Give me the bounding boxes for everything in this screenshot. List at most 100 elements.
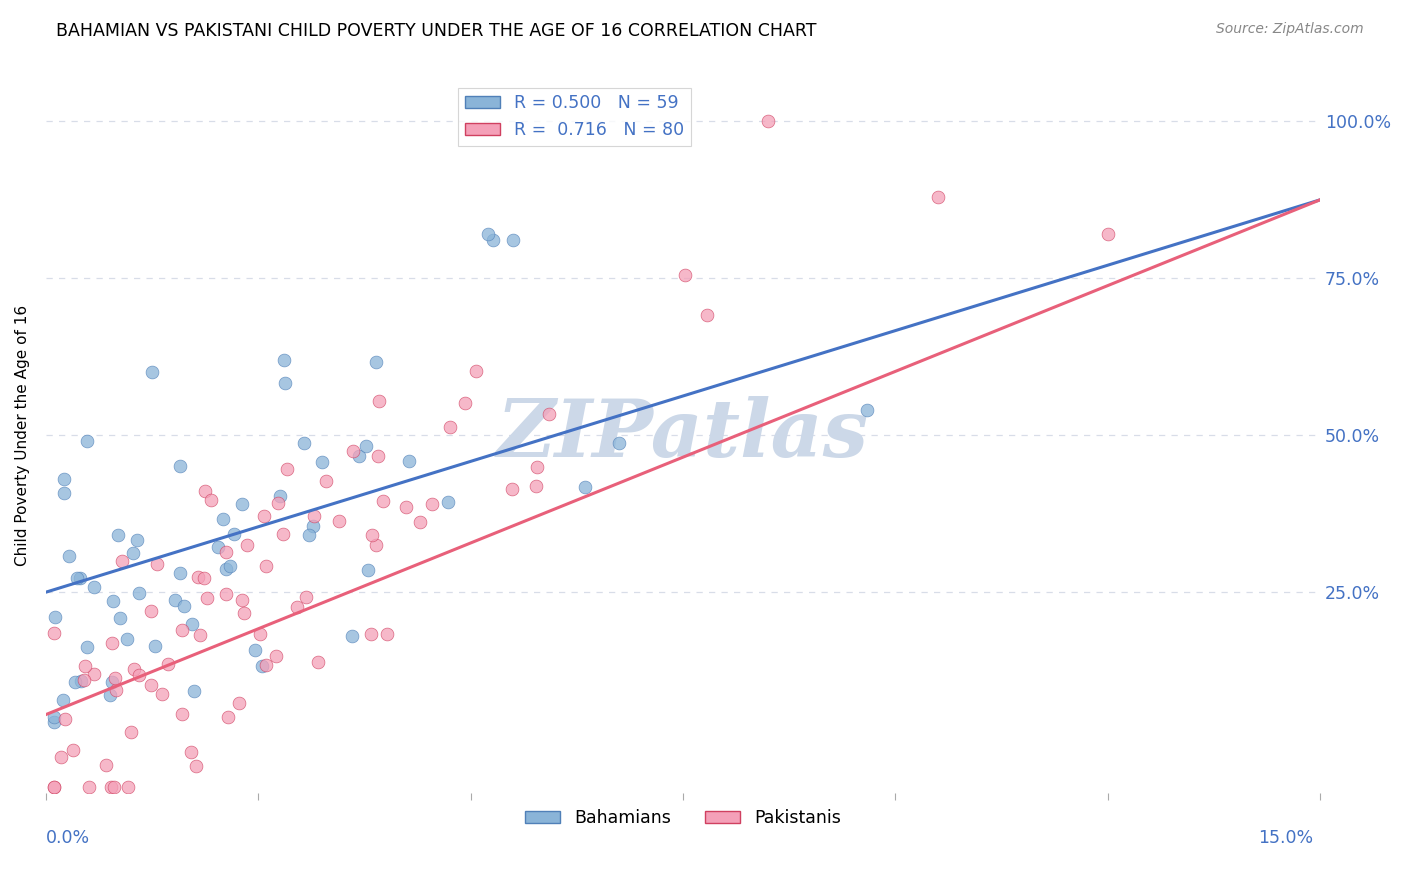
Point <box>420 497 443 511</box>
Point <box>194 484 217 499</box>
Point <box>315 474 337 488</box>
Point <box>855 403 877 417</box>
Point <box>96 757 118 772</box>
Point <box>276 461 298 475</box>
Point <box>183 683 205 698</box>
Point <box>117 780 139 794</box>
Point <box>269 489 291 503</box>
Point <box>367 449 389 463</box>
Legend: Bahamians, Pakistanis: Bahamians, Pakistanis <box>519 803 848 834</box>
Point <box>73 659 96 673</box>
Point <box>477 227 499 242</box>
Text: ZIPatlas: ZIPatlas <box>496 396 869 474</box>
Point <box>44 710 66 724</box>
Text: Source: ZipAtlas.com: Source: ZipAtlas.com <box>1216 22 1364 37</box>
Point <box>271 527 294 541</box>
Point <box>157 657 180 672</box>
Point <box>101 635 124 649</box>
Point <box>233 607 256 621</box>
Point <box>375 627 398 641</box>
Point <box>44 610 66 624</box>
Point <box>107 527 129 541</box>
Point <box>108 611 131 625</box>
Point <box>574 480 596 494</box>
Point <box>228 696 250 710</box>
Point <box>195 591 218 606</box>
Point <box>250 659 273 673</box>
Point <box>52 692 75 706</box>
Point <box>65 571 87 585</box>
Point <box>169 566 191 581</box>
Point <box>62 743 84 757</box>
Point <box>398 454 420 468</box>
Point <box>139 678 162 692</box>
Point <box>72 673 94 687</box>
Text: 0.0%: 0.0% <box>46 829 90 847</box>
Point <box>328 514 350 528</box>
Point <box>122 546 145 560</box>
Point <box>128 585 150 599</box>
Point <box>245 643 267 657</box>
Point <box>63 675 86 690</box>
Point <box>143 640 166 654</box>
Point <box>361 528 384 542</box>
Point <box>172 706 194 721</box>
Point <box>104 671 127 685</box>
Point <box>292 436 315 450</box>
Point <box>295 591 318 605</box>
Point <box>169 458 191 473</box>
Point <box>51 750 73 764</box>
Point <box>76 640 98 654</box>
Point <box>482 233 505 247</box>
Point <box>122 661 145 675</box>
Point <box>285 599 308 614</box>
Point <box>501 482 523 496</box>
Point <box>105 682 128 697</box>
Point <box>696 308 718 322</box>
Point <box>524 478 547 492</box>
Text: BAHAMIAN VS PAKISTANI CHILD POVERTY UNDER THE AGE OF 16 CORRELATION CHART: BAHAMIAN VS PAKISTANI CHILD POVERTY UNDE… <box>56 22 817 40</box>
Point <box>58 549 80 563</box>
Point <box>222 527 245 541</box>
Point <box>215 545 238 559</box>
Point <box>340 629 363 643</box>
Point <box>273 352 295 367</box>
Point <box>188 628 211 642</box>
Point <box>115 632 138 646</box>
Point <box>128 668 150 682</box>
Point <box>439 420 461 434</box>
Point <box>76 434 98 448</box>
Point <box>69 572 91 586</box>
Point <box>173 599 195 613</box>
Point <box>311 455 333 469</box>
Point <box>44 714 66 729</box>
Point <box>163 593 186 607</box>
Point <box>297 527 319 541</box>
Point <box>231 497 253 511</box>
Point <box>83 666 105 681</box>
Point <box>44 625 66 640</box>
Point <box>360 627 382 641</box>
Point <box>302 509 325 524</box>
Point <box>364 355 387 369</box>
Point <box>356 563 378 577</box>
Point <box>193 571 215 585</box>
Point <box>1097 227 1119 242</box>
Point <box>454 395 477 409</box>
Point <box>342 443 364 458</box>
Point <box>267 496 290 510</box>
Point <box>207 540 229 554</box>
Point <box>52 485 75 500</box>
Point <box>170 623 193 637</box>
Point <box>69 673 91 688</box>
Point <box>100 780 122 794</box>
Point <box>347 449 370 463</box>
Point <box>44 780 66 794</box>
Point <box>395 500 418 514</box>
Point <box>111 553 134 567</box>
Point <box>253 508 276 523</box>
Point <box>200 492 222 507</box>
Point <box>465 364 488 378</box>
Point <box>141 603 163 617</box>
Point <box>103 780 125 794</box>
